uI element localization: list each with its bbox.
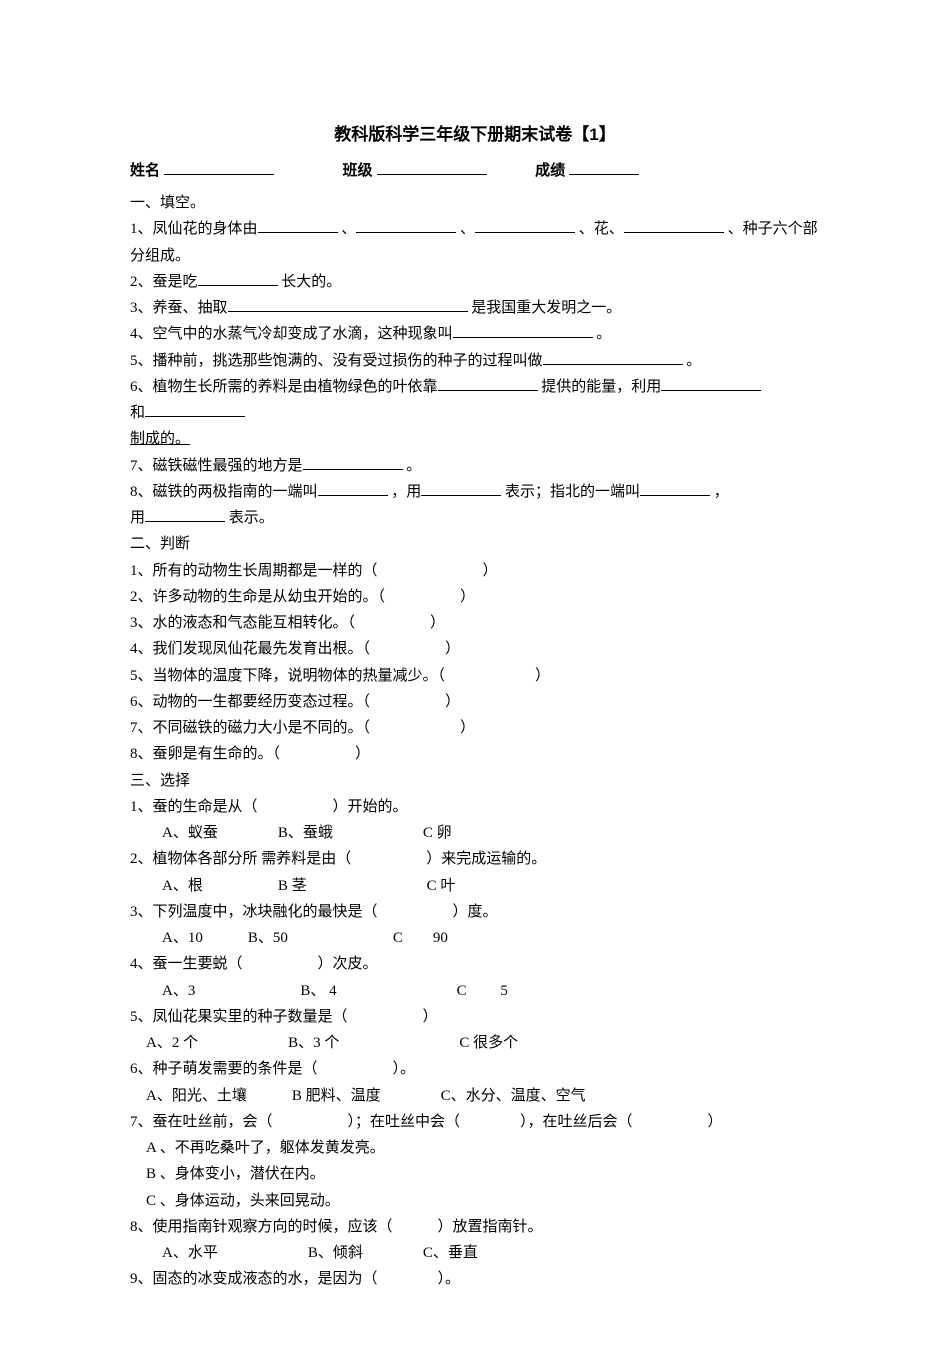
section-2-head: 二、判断	[130, 531, 820, 557]
blank	[543, 350, 683, 365]
s2-q5: 5、当物体的温度下降，说明物体的热量减少。（ ）	[130, 663, 820, 689]
blank	[438, 376, 538, 391]
s3-q7-b: B 、身体变小，潜伏在内。	[130, 1161, 820, 1187]
blank	[228, 298, 468, 313]
s3-q1: 1、蚕的生命是从（ ）开始的。	[130, 794, 820, 820]
blank	[198, 271, 278, 286]
q1-b: 、	[341, 221, 356, 237]
blank	[258, 219, 338, 234]
blank	[624, 219, 724, 234]
s3-q5: 5、凤仙花果实里的种子数量是（ ）	[130, 1004, 820, 1030]
s3-q2: 2、植物体各部分所 需养料是由（ ）来完成运输的。	[130, 846, 820, 872]
q8-b: ，用	[391, 484, 421, 500]
q7-line: 7、磁铁磁性最强的地方是 。	[130, 453, 820, 479]
q8-c: 表示；指北的一端叫	[505, 484, 640, 500]
s3-q5-opt: A、2 个 B、3 个 C 很多个	[130, 1030, 820, 1056]
name-label: 姓名	[130, 162, 160, 179]
q8-a: 8、磁铁的两极指南的一端叫	[130, 484, 318, 500]
q6-c: 和	[130, 405, 145, 421]
s2-q4: 4、我们发现凤仙花最先发育出根。（ ）	[130, 636, 820, 662]
s3-q8: 8、使用指南针观察方向的时候，应该（ ）放置指南针。	[130, 1214, 820, 1240]
q6-line3: 制成的。	[130, 426, 820, 452]
q8-line1: 8、磁铁的两极指南的一端叫 ，用 表示；指北的一端叫 ，	[130, 479, 820, 505]
q2-b: 长大的。	[281, 274, 341, 290]
s2-q6: 6、动物的一生都要经历变态过程。（ ）	[130, 689, 820, 715]
score-blank	[569, 160, 639, 175]
q5-line: 5、播种前，挑选那些饱满的、没有受过损伤的种子的过程叫做 。	[130, 348, 820, 374]
class-label: 班级	[343, 162, 373, 179]
blank	[661, 376, 761, 391]
blank	[421, 481, 501, 496]
score-label: 成绩	[535, 162, 565, 179]
s3-q4-opt: A、3 B、 4 C 5	[130, 978, 820, 1004]
s3-q7-c: C 、身体运动，头来回晃动。	[130, 1188, 820, 1214]
s3-q7: 7、蚕在吐丝前，会（ ）；在吐丝中会（ ），在吐丝后会（ ）	[130, 1109, 820, 1135]
q1-d: 、花、	[579, 221, 624, 237]
s2-q3: 3、水的液态和气态能互相转化。（ ）	[130, 610, 820, 636]
q4-b: 。	[596, 326, 611, 342]
section-1-head: 一、填空。	[130, 190, 820, 216]
q4-a: 4、空气中的水蒸气冷却变成了水滴，这种现象叫	[130, 326, 453, 342]
q1-c: 、	[460, 221, 475, 237]
q7-b: 。	[406, 458, 421, 474]
q6-line1: 6、植物生长所需的养料是由植物绿色的叶依靠 提供的能量，利用	[130, 374, 820, 400]
q8-f: 表示。	[229, 510, 274, 526]
student-info-line: 姓名 班级 成绩	[130, 158, 820, 184]
q3-b: 是我国重大发明之一。	[471, 300, 621, 316]
s3-q9: 9、固态的冰变成液态的水，是因为（ ）。	[130, 1266, 820, 1292]
blank	[356, 219, 456, 234]
s3-q7-a: A 、不再吃桑叶了，躯体发黄发亮。	[130, 1135, 820, 1161]
q2-a: 2、蚕是吃	[130, 274, 198, 290]
section-3-head: 三、选择	[130, 768, 820, 794]
q4-line: 4、空气中的水蒸气冷却变成了水滴，这种现象叫 。	[130, 321, 820, 347]
q1-e: 、种子六个部	[728, 221, 818, 237]
q6-b: 提供的能量，利用	[541, 379, 661, 395]
q2-line: 2、蚕是吃 长大的。	[130, 269, 820, 295]
s3-q3: 3、下列温度中，冰块融化的最快是（ ）度。	[130, 899, 820, 925]
blank	[145, 508, 225, 523]
q5-b: 。	[686, 353, 701, 369]
class-blank	[377, 160, 487, 175]
s2-q8: 8、蚕卵是有生命的。（ ）	[130, 741, 820, 767]
q3-line: 3、养蚕、抽取 是我国重大发明之一。	[130, 295, 820, 321]
name-blank	[164, 160, 274, 175]
q1-line1: 1、凤仙花的身体由 、 、 、花、 、种子六个部	[130, 216, 820, 242]
s3-q4: 4、蚕一生要蜕（ ）次皮。	[130, 951, 820, 977]
s3-q8-opt: A、水平 B、倾斜 C、垂直	[130, 1240, 820, 1266]
blank	[475, 219, 575, 234]
q6-line2: 和	[130, 400, 820, 426]
q1-a: 1、凤仙花的身体由	[130, 221, 258, 237]
q1-line2: 分组成。	[130, 243, 820, 269]
blank	[640, 481, 710, 496]
blank	[145, 403, 245, 418]
q6-a: 6、植物生长所需的养料是由植物绿色的叶依靠	[130, 379, 438, 395]
q8-line2: 用 表示。	[130, 505, 820, 531]
s3-q2-opt: A、根 B 茎 C 叶	[130, 873, 820, 899]
exam-page: 教科版科学三年级下册期末试卷【1】 姓名 班级 成绩 一、填空。 1、凤仙花的身…	[0, 0, 950, 1353]
q5-a: 5、播种前，挑选那些饱满的、没有受过损伤的种子的过程叫做	[130, 353, 543, 369]
q8-d: ，	[714, 484, 729, 500]
s3-q3-opt: A、10 B、50 C 90	[130, 925, 820, 951]
blank	[318, 481, 388, 496]
q8-e: 用	[130, 510, 145, 526]
s3-q6-opt: A、阳光、土壤 B 肥料、温度 C、水分、温度、空气	[130, 1083, 820, 1109]
q3-a: 3、养蚕、抽取	[130, 300, 228, 316]
blank	[453, 324, 593, 339]
exam-title: 教科版科学三年级下册期末试卷【1】	[130, 120, 820, 150]
s2-q7: 7、不同磁铁的磁力大小是不同的。（ ）	[130, 715, 820, 741]
s2-q1: 1、所有的动物生长周期都是一样的（ ）	[130, 558, 820, 584]
s3-q1-opt: A、蚁蚕 B、蚕蛾 C 卵	[130, 820, 820, 846]
q7-a: 7、磁铁磁性最强的地方是	[130, 458, 303, 474]
s3-q6: 6、种子萌发需要的条件是（ ）。	[130, 1056, 820, 1082]
blank	[303, 455, 403, 470]
s2-q2: 2、许多动物的生命是从幼虫开始的。（ ）	[130, 584, 820, 610]
